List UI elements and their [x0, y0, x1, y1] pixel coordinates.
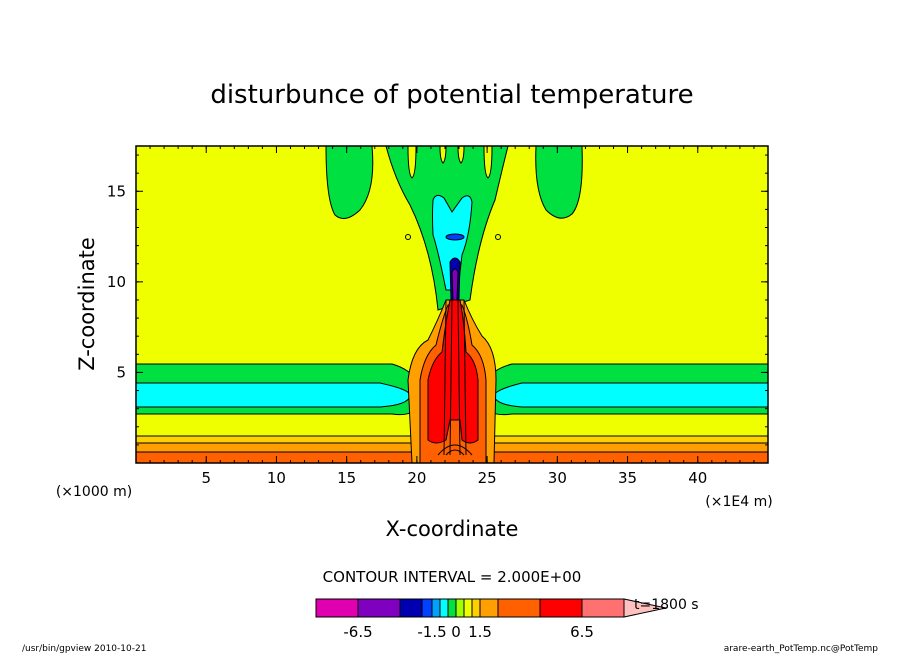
colorbar-bin [421, 598, 433, 618]
plot-area: 5 10 15 20 25 30 35 40 5 10 15 [107, 145, 769, 487]
colorbar-bin [455, 598, 465, 618]
footer-left: /usr/bin/gpview 2010-10-21 [22, 644, 146, 654]
field-small-contour-left [405, 234, 411, 240]
plot-frame [135, 145, 769, 464]
colorbar-bin [447, 598, 457, 618]
y-tick-label: 10 [107, 273, 126, 291]
colorbar-bin [399, 598, 423, 618]
colorbar-tick-label: 1.5 [468, 623, 492, 641]
field-plume-notch-4 [483, 146, 493, 179]
colorbar-bin [463, 598, 473, 618]
field-green-lobe-left [325, 146, 374, 220]
x-tick-label: 5 [201, 469, 211, 487]
y-axis-label: Z-coordinate [75, 237, 99, 371]
colorbar-arrow [623, 598, 667, 618]
colorbar-tick-label: 6.5 [570, 623, 594, 641]
colorbar-tick-label: 0 [451, 623, 461, 641]
y-tick-label: 15 [107, 182, 126, 200]
x-tick-label: 10 [267, 469, 286, 487]
contour-field [136, 146, 768, 463]
field-plume-notch-3 [457, 146, 465, 164]
x-tick-label: 25 [478, 469, 497, 487]
x-tick-label: 35 [618, 469, 637, 487]
field-purple-column [451, 268, 459, 301]
field-green-lobe-right [535, 146, 583, 219]
colorbar-bin [439, 598, 449, 618]
field-plume-notch-2 [439, 146, 447, 164]
colorbar-bin [539, 598, 583, 618]
x-axis-label: X-coordinate [386, 517, 519, 541]
colorbar-bin [315, 598, 359, 618]
field-cyan-band-right [493, 382, 768, 408]
colorbar-bin [357, 598, 401, 618]
colorbar-bin [471, 598, 481, 618]
footer-right: arare-earth_PotTemp.nc@PotTemp [724, 644, 879, 654]
colorbar-bin [431, 598, 441, 618]
x-tick-label: 40 [688, 469, 707, 487]
contour-interval-label: CONTOUR INTERVAL = 2.000E+00 [323, 568, 582, 586]
chart-title: disturbunce of potential temperature [210, 80, 693, 110]
field-plume-notch-1 [407, 146, 417, 179]
colorbar-time-label: t=1800 s [634, 597, 699, 613]
y-axis: 5 10 15 [107, 154, 768, 446]
x-tick-label: 20 [407, 469, 426, 487]
colorbar-bin [581, 598, 625, 618]
x-tick-label: 15 [337, 469, 356, 487]
x-axis-unit: (×1000 m) [56, 484, 132, 500]
colorbar: -6.5 -1.5 0 1.5 6.5 [315, 598, 667, 641]
colorbar-tick-label: -1.5 [417, 623, 446, 641]
colorbar-bin [479, 598, 499, 618]
colorbar-bin [497, 598, 541, 618]
y-tick-label: 5 [116, 363, 126, 381]
field-small-contour-right [495, 234, 501, 240]
y-axis-unit: (×1E4 m) [705, 494, 772, 510]
colorbar-tick-label: -6.5 [343, 623, 372, 641]
field-cyan-band-left [136, 382, 411, 408]
field-blue-spot [445, 233, 465, 241]
x-axis: 5 10 15 20 25 30 35 40 [149, 146, 755, 487]
x-tick-label: 30 [548, 469, 567, 487]
field-cyan-core [432, 194, 473, 291]
